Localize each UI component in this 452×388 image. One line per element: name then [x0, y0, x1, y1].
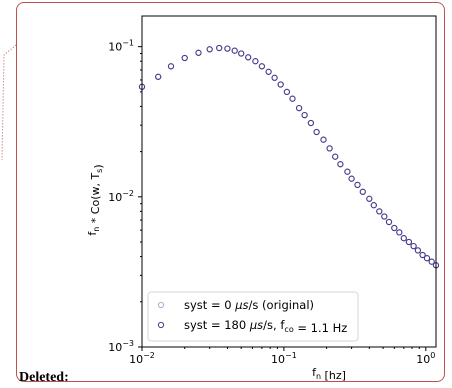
series-1-point — [423, 255, 431, 262]
legend-entry: syst = 180 μs/s, fco = 1.1 Hz — [184, 318, 347, 335]
series-1-point — [295, 104, 303, 112]
series-1-point — [181, 54, 188, 62]
series-1-point — [391, 224, 398, 232]
series-1-point — [216, 44, 223, 52]
series-1-point — [195, 49, 202, 56]
legend-marker — [157, 301, 165, 309]
series-1-point — [337, 161, 344, 168]
series-1-point — [301, 111, 308, 119]
series-1-point — [231, 47, 238, 54]
x-axis-label: fn [hz] — [312, 366, 346, 382]
y-tick-label: 10−2 — [108, 189, 134, 204]
series-1-point — [238, 50, 245, 57]
y-axis-label: fn * Co(w, Ts) — [86, 164, 105, 235]
series-1-point — [277, 81, 284, 88]
x-tick-label: 10−1 — [271, 351, 297, 366]
series-1-point — [359, 188, 366, 195]
legend-marker — [157, 321, 165, 329]
series-1-point — [245, 54, 252, 61]
series-1-point — [344, 168, 351, 175]
series-1-point — [428, 258, 435, 265]
series-1-point — [354, 181, 361, 189]
series-1-point — [206, 46, 213, 53]
legend-entry: syst = 0 μs/s (original) — [184, 298, 314, 312]
series-1-point — [155, 73, 162, 80]
deleted-label: Deleted: — [19, 370, 69, 385]
series-1-point — [419, 251, 426, 259]
series-1-point — [366, 195, 373, 202]
series-1-point — [271, 74, 278, 81]
series-1-point — [400, 235, 407, 242]
legend: syst = 0 μs/s (original) syst = 180 μs/s,… — [147, 291, 359, 342]
x-tick-label: 100 — [416, 351, 435, 366]
comment-frame — [16, 2, 445, 382]
series-1-point — [385, 218, 393, 226]
series-1-point — [332, 153, 339, 160]
series-1-point — [313, 128, 320, 136]
series-1-point — [258, 63, 266, 70]
connector-line — [1, 44, 17, 161]
series-1-point — [283, 88, 291, 96]
series-1-point — [348, 175, 355, 182]
series-1-point — [224, 45, 231, 52]
series-1-point — [326, 145, 333, 152]
x-tick-label: 10−2 — [129, 351, 155, 366]
series-1-point — [410, 242, 417, 250]
series-1-point — [405, 238, 413, 246]
series-1-point — [396, 229, 403, 236]
series-1-point — [370, 202, 377, 209]
series-1-point — [414, 247, 422, 254]
scatter-marks — [138, 44, 440, 269]
series-1-point — [320, 136, 327, 143]
y-tick-label: 10−3 — [108, 339, 134, 354]
plot-area — [141, 15, 437, 348]
series-1-point — [307, 119, 315, 127]
y-tick-label: 10−1 — [108, 39, 134, 54]
series-1-point — [381, 213, 388, 220]
series-1-point — [167, 63, 175, 70]
series-1-point — [252, 58, 259, 65]
series-1-point — [376, 208, 383, 215]
legend-box — [147, 291, 359, 342]
series-1-point — [265, 68, 272, 75]
series-1-point — [289, 95, 296, 102]
